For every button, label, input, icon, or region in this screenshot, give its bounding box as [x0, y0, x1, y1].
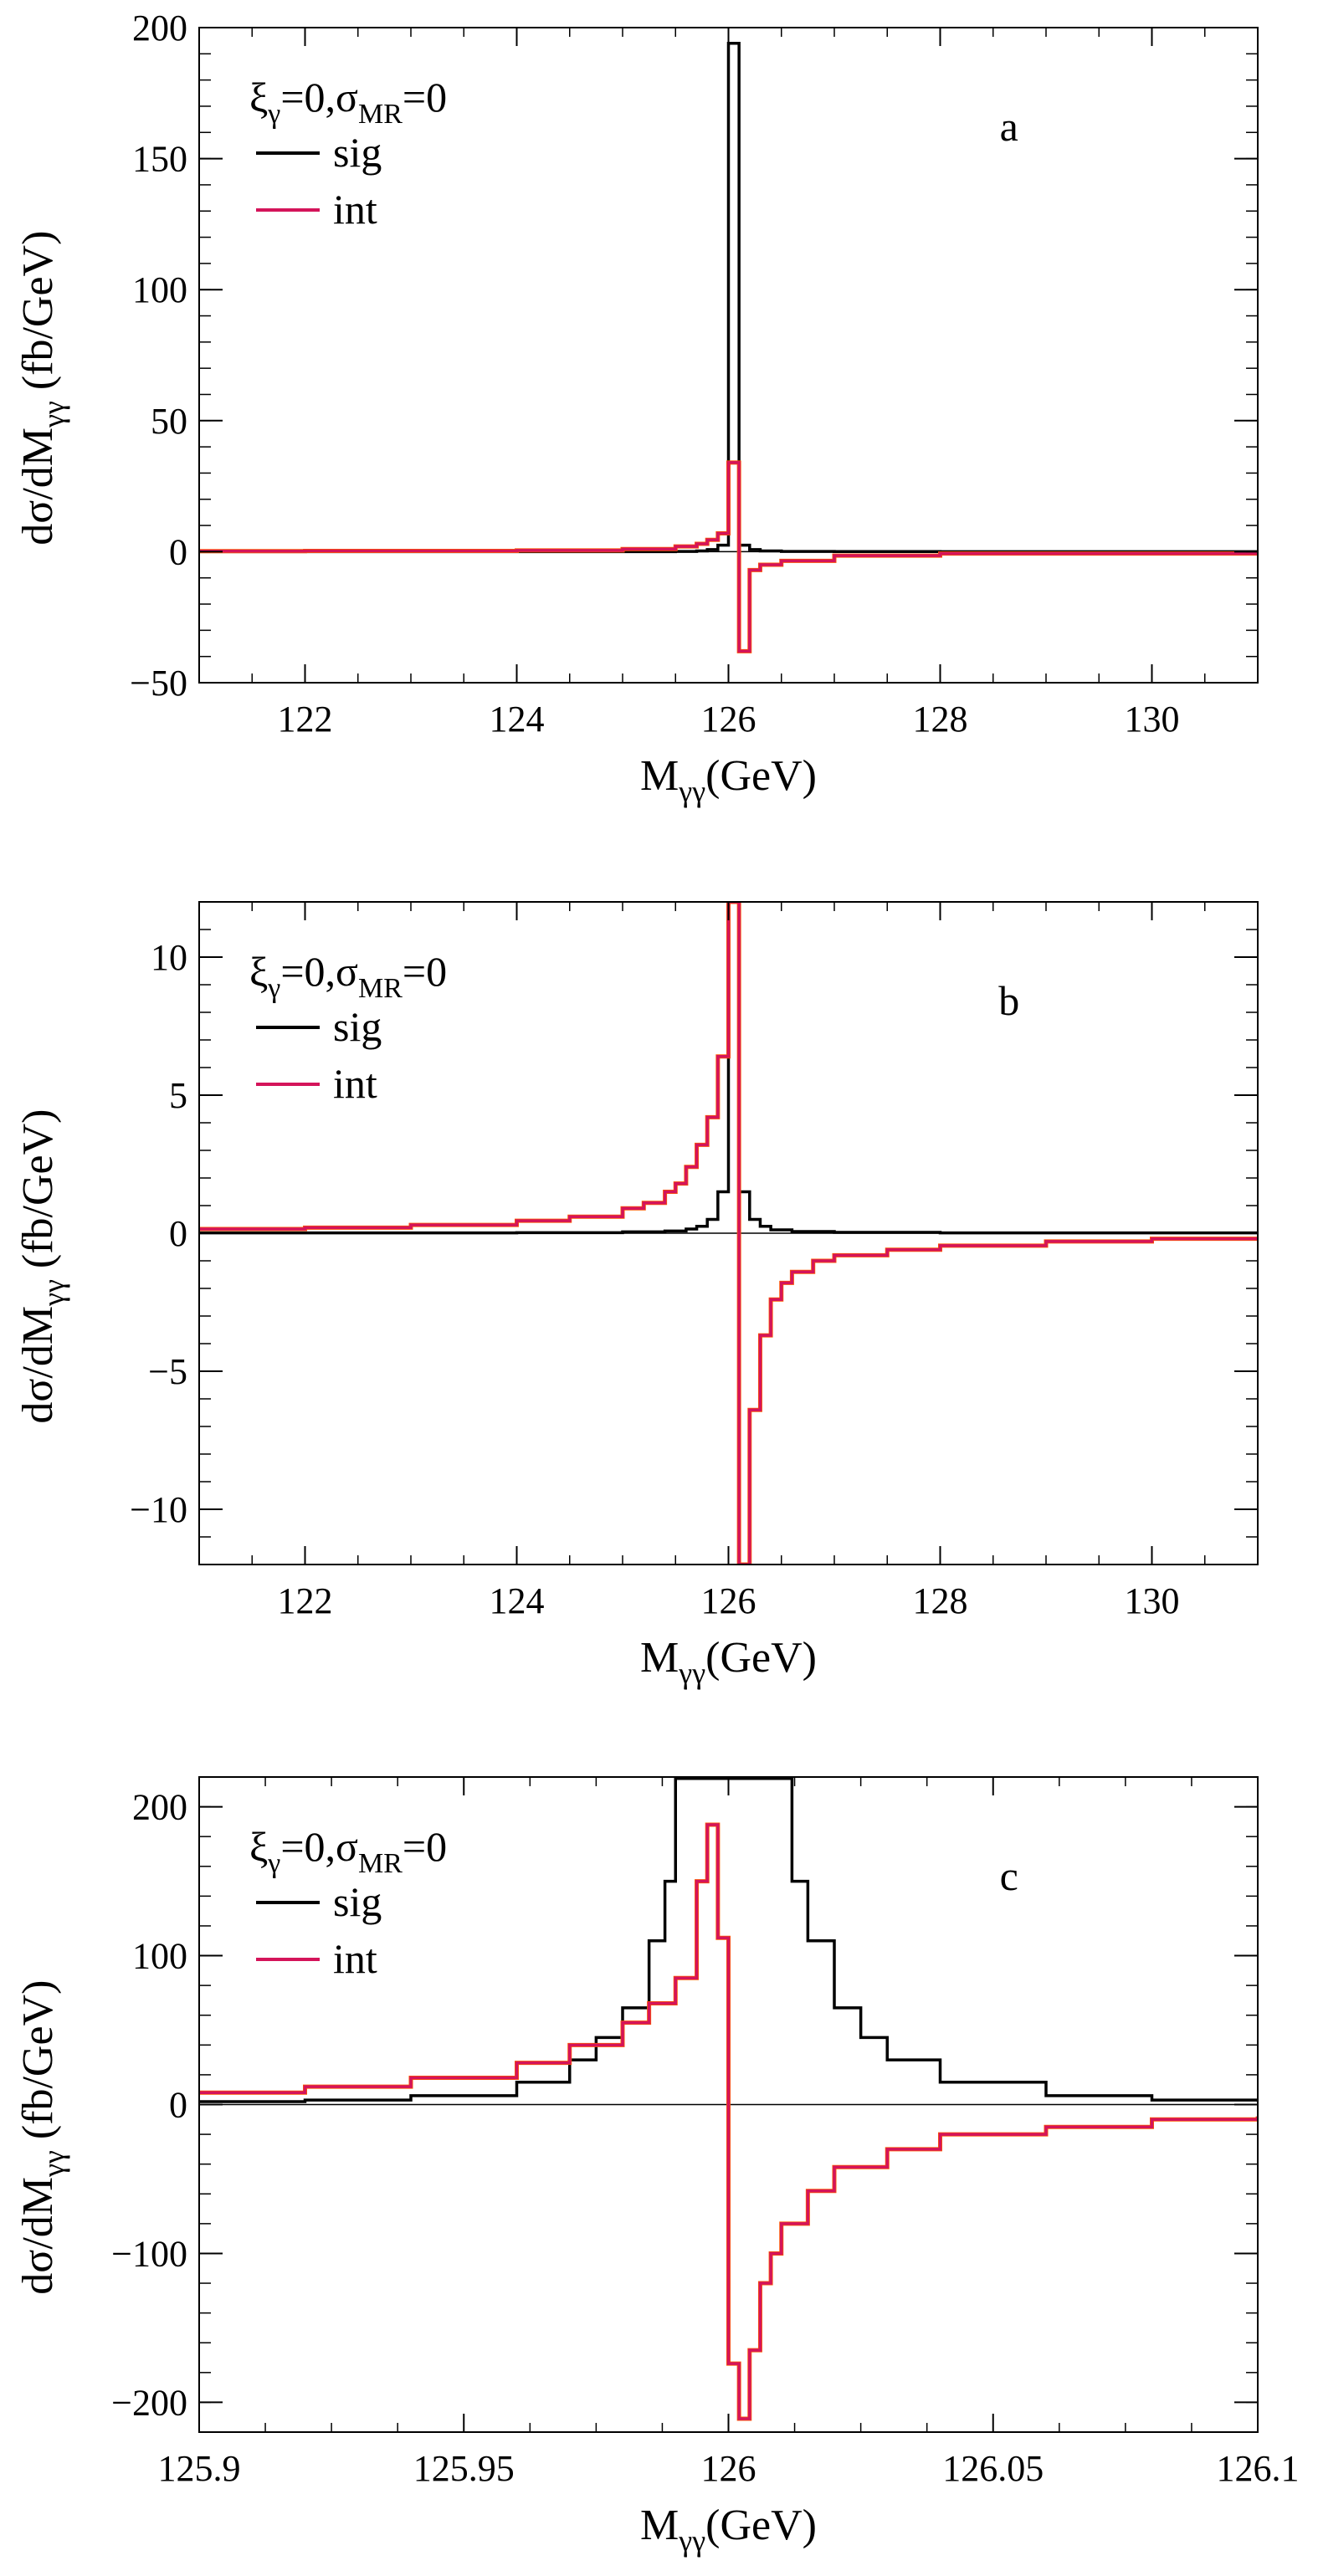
- legend-title-xi-subscript: γ: [267, 1848, 280, 1879]
- chart-panel-c: 125.9 125.95 126 126.05 126.1 −200 −100 0 100 200…: [14, 1776, 1300, 2558]
- legend-title: ξγ=0,σMR=0: [249, 1823, 447, 1879]
- legend-title: ξγ=0,σMR=0: [249, 74, 447, 130]
- y-axis-title-subscript: γγ: [37, 2150, 70, 2178]
- panel-label: a: [1000, 103, 1018, 150]
- legend-title-sigma-subscript: MR: [358, 1848, 403, 1879]
- y-axis-title: dσ/dMγγ (fb/GeV): [14, 1980, 70, 2295]
- x-tick-label: 122: [278, 699, 333, 740]
- x-tick-label: 124: [490, 1580, 545, 1621]
- legend-int-label: int: [333, 186, 377, 233]
- x-tick-label: 130: [1125, 699, 1180, 740]
- x-axis-title: Mγγ(GeV): [640, 2502, 817, 2558]
- x-axis-title-main: M: [640, 2502, 679, 2549]
- x-tick-label: 126.1: [1217, 2448, 1300, 2489]
- series-int-line: [199, 461, 1258, 653]
- chart-panel-a: 122 124 126 128 130−50050100150200Mγγ(GeV)dσ…: [14, 8, 1259, 808]
- x-tick-label: 126: [701, 2448, 756, 2489]
- y-tick-label: 5: [169, 1075, 187, 1116]
- series-int-line: [199, 902, 1258, 1565]
- legend-title-xi-subscript: γ: [267, 99, 280, 130]
- y-axis-title: dσ/dMγγ (fb/GeV): [14, 1109, 70, 1424]
- y-axis-title-unit: (fb/GeV): [14, 1980, 62, 2151]
- x-tick-label: 124: [490, 699, 545, 740]
- legend-title-sigma-subscript: MR: [358, 99, 403, 130]
- y-axis-title-subscript: γγ: [37, 401, 70, 428]
- y-axis-title-main: dσ/dM: [14, 2177, 62, 2295]
- x-tick-label: 126: [701, 1580, 756, 1621]
- legend-title-sigma-subscript: MR: [358, 973, 403, 1004]
- x-tick-label: 126: [701, 699, 756, 740]
- y-tick-label: 150: [132, 139, 187, 180]
- y-tick-label: −50: [130, 663, 187, 704]
- series-int-line: [199, 1823, 1258, 2420]
- legend-title-middle: =0,σ: [280, 74, 358, 120]
- y-axis-title-subscript: γγ: [37, 1279, 70, 1307]
- legend-sig-label: sig: [333, 1003, 382, 1050]
- x-tick-label: 122: [278, 1580, 333, 1621]
- x-tick-label: 125.9: [158, 2448, 241, 2489]
- x-axis-title-unit: (GeV): [705, 2502, 817, 2549]
- data-area: [199, 902, 1258, 1565]
- y-tick-label: 200: [132, 1787, 187, 1828]
- y-tick-label: 0: [169, 2085, 187, 2126]
- x-axis-title-subscript: γγ: [678, 2524, 705, 2558]
- y-tick-label: 200: [132, 8, 187, 49]
- x-axis-title-main: M: [640, 1634, 679, 1682]
- x-tick-label: 130: [1125, 1580, 1180, 1621]
- x-axis-title-unit: (GeV): [705, 752, 817, 800]
- x-axis-title: Mγγ(GeV): [640, 1634, 817, 1690]
- y-axis-title-unit: (fb/GeV): [14, 1109, 62, 1280]
- legend-title-middle: =0,σ: [280, 948, 358, 995]
- x-tick-label: 125.95: [413, 2448, 515, 2489]
- legend-title-end: =0: [403, 948, 447, 995]
- x-axis-title-unit: (GeV): [705, 1634, 817, 1682]
- y-tick-label: 100: [132, 269, 187, 310]
- legend-title-end: =0: [403, 1823, 447, 1870]
- y-tick-label: −100: [111, 2233, 187, 2274]
- x-axis-title-subscript: γγ: [678, 1657, 705, 1690]
- y-tick-label: 10: [151, 937, 187, 978]
- data-area: [199, 42, 1258, 653]
- y-tick-label: −5: [148, 1351, 187, 1392]
- x-tick-label: 128: [913, 699, 968, 740]
- y-tick-label: 0: [169, 1213, 187, 1254]
- legend-sig-label: sig: [333, 129, 382, 176]
- legend-title-end: =0: [403, 74, 447, 120]
- y-tick-label: 50: [151, 401, 187, 442]
- y-axis-title-main: dσ/dM: [14, 1306, 62, 1424]
- legend-title-middle: =0,σ: [280, 1823, 358, 1870]
- x-axis-title-subscript: γγ: [678, 775, 705, 808]
- y-axis-title-main: dσ/dM: [14, 428, 62, 545]
- legend-title-xi-subscript: γ: [267, 973, 280, 1004]
- y-tick-label: 100: [132, 1936, 187, 1977]
- x-axis-title: Mγγ(GeV): [640, 752, 817, 808]
- x-axis-title-main: M: [640, 752, 679, 800]
- y-tick-label: 0: [169, 531, 187, 572]
- legend-title-xi: ξ: [249, 1823, 268, 1870]
- legend-title-xi: ξ: [249, 74, 268, 120]
- y-axis-title: dσ/dMγγ (fb/GeV): [14, 231, 70, 545]
- legend-title-xi: ξ: [249, 948, 268, 995]
- chart-panel-b: 122 124 126 128 130−10−50510Mγγ(GeV)dσ/dMγγ …: [14, 901, 1259, 1690]
- y-axis-title-unit: (fb/GeV): [14, 231, 62, 402]
- x-tick-label: 126.05: [942, 2448, 1044, 2489]
- panel-label: b: [998, 977, 1019, 1024]
- series-sig-line: [199, 902, 1258, 1235]
- legend-int-label: int: [333, 1060, 377, 1107]
- y-tick-label: −200: [111, 2382, 187, 2423]
- y-tick-label: −10: [130, 1489, 187, 1530]
- legend-int-label: int: [333, 1935, 377, 1982]
- legend-sig-label: sig: [333, 1878, 382, 1925]
- x-tick-label: 128: [913, 1580, 968, 1621]
- panel-label: c: [1000, 1852, 1018, 1899]
- legend-title: ξγ=0,σMR=0: [249, 948, 447, 1004]
